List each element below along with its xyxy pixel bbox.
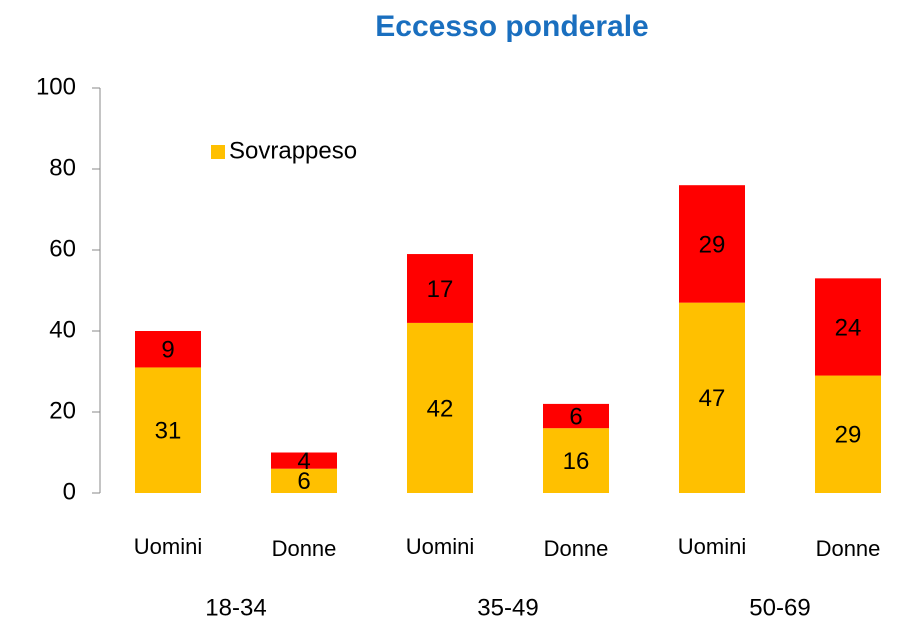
y-tick-label: 80 <box>49 154 76 181</box>
bar-segment <box>543 428 609 493</box>
x-tick-label: Donne <box>816 536 881 561</box>
data-label: 42 <box>427 395 454 422</box>
y-tick-label: 60 <box>49 235 76 262</box>
bar-segment <box>815 375 881 493</box>
data-label: 9 <box>161 337 174 364</box>
y-tick-label: 0 <box>63 478 76 505</box>
data-label: 6 <box>297 468 310 495</box>
x-tick-label: Donne <box>272 536 337 561</box>
data-label: 6 <box>569 403 582 430</box>
bar-segment <box>679 185 745 303</box>
y-tick-label: 100 <box>36 73 76 100</box>
data-label: 47 <box>699 385 726 412</box>
x-tick-label: Uomini <box>406 534 474 559</box>
bar-segment <box>543 403 609 429</box>
bar-segment <box>815 278 881 376</box>
group-label: 18-34 <box>205 594 266 621</box>
y-tick-label: 20 <box>49 397 76 424</box>
data-label: 31 <box>155 418 182 445</box>
bar-segment <box>679 302 745 493</box>
group-label: 50-69 <box>749 594 810 621</box>
bar-segment <box>135 331 201 368</box>
legend-swatch <box>211 145 225 159</box>
data-label: 29 <box>699 231 726 258</box>
y-tick-label: 40 <box>49 316 76 343</box>
data-label: 17 <box>427 276 454 303</box>
bar-segment <box>407 322 473 493</box>
bar-segment <box>271 468 337 493</box>
x-tick-label: Uomini <box>134 534 202 559</box>
group-label: 35-49 <box>477 594 538 621</box>
data-label: 16 <box>563 448 590 475</box>
chart-title: Eccesso ponderale <box>375 10 648 43</box>
data-label: 24 <box>835 314 862 341</box>
x-tick-label: Uomini <box>678 534 746 559</box>
x-tick-label: Donne <box>544 536 609 561</box>
bar-segment <box>271 452 337 469</box>
data-label: 4 <box>297 448 310 475</box>
bar-segment <box>135 367 201 493</box>
legend-label: Sovrappeso <box>229 137 357 164</box>
data-label: 29 <box>835 422 862 449</box>
bar-segment <box>407 254 473 323</box>
